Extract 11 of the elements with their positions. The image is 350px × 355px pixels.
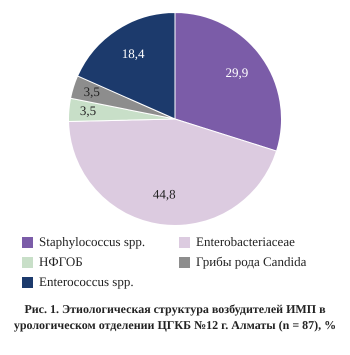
legend-label: Enterococcus spp. xyxy=(39,274,134,290)
data-label: 18,4 xyxy=(122,46,146,62)
legend-label: Enterobacteriaceae xyxy=(196,234,295,250)
legend-label: НФГОБ xyxy=(39,254,83,270)
text: Рис. 1. Этиологическая структура возбудителей ИМП в урологическом отделении ЦГКБ №12 г. Алматы (n = 87), % xyxy=(12,302,338,334)
data-label: 44,8 xyxy=(152,186,176,202)
legend-label: Staphylococcus spp. xyxy=(39,234,146,250)
data-label: 3,5 xyxy=(84,84,100,100)
data-label: 3,5 xyxy=(80,102,96,118)
legend-label: Грибы рода Candida xyxy=(196,254,306,270)
data-label: 29,9 xyxy=(225,65,248,80)
